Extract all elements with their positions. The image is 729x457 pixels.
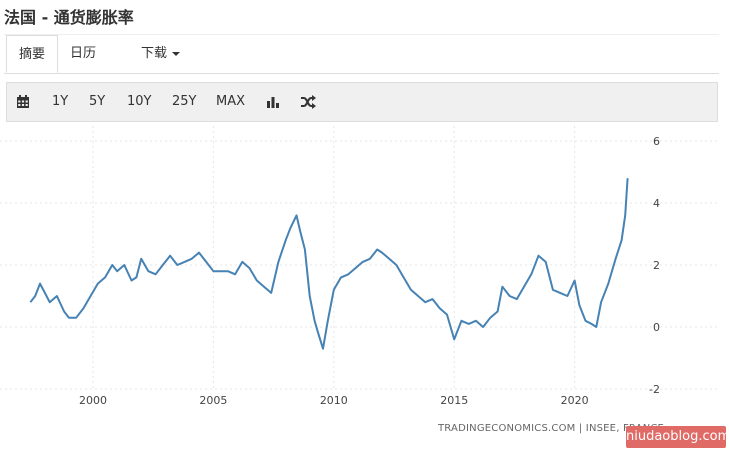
tab-bar: 摘要 日历 下载	[4, 34, 719, 74]
tab-summary[interactable]: 摘要	[6, 35, 59, 73]
calendar-icon	[16, 94, 30, 109]
tab-download[interactable]: 下载	[141, 35, 181, 73]
tab-calendar-label: 日历	[70, 46, 97, 61]
y-tick-label: 2	[653, 259, 660, 272]
source-attribution: TRADINGECONOMICS.COM | INSEE, FRANCE	[438, 423, 665, 434]
x-tick-label: 2005	[199, 394, 227, 407]
watermark: niudaoblog.com	[626, 426, 729, 448]
shuffle-button[interactable]	[300, 83, 316, 121]
bar-chart-icon	[266, 94, 280, 109]
calendar-button[interactable]	[16, 83, 30, 121]
tab-summary-label: 摘要	[19, 47, 46, 62]
range-25y-button[interactable]: 25Y	[172, 94, 197, 109]
x-tick-label: 2000	[79, 394, 107, 407]
range-10y-button[interactable]: 10Y	[127, 94, 152, 109]
x-tick-label: 2020	[561, 394, 589, 407]
tab-download-label: 下载	[141, 46, 168, 61]
inflation-chart: -2 0 2 4 6 2000 2005 2010 2015 2020	[0, 126, 729, 453]
x-tick-label: 2010	[320, 394, 348, 407]
series-line	[29, 178, 629, 350]
x-tick-label: 2015	[440, 394, 468, 407]
range-max-button[interactable]: MAX	[216, 94, 246, 109]
page-title: 法国 - 通货膨胀率	[4, 8, 134, 27]
chart-toolbar: 1Y 5Y 10Y 25Y MAX	[6, 82, 718, 122]
y-tick-label: -2	[649, 383, 660, 396]
y-tick-label: 0	[653, 321, 660, 334]
shuffle-icon	[300, 94, 316, 109]
tab-calendar[interactable]: 日历	[70, 35, 96, 73]
y-tick-label: 6	[653, 135, 660, 148]
range-1y-button[interactable]: 1Y	[52, 94, 69, 109]
chart-svg: -2 0 2 4 6 2000 2005 2010 2015 2020	[0, 126, 718, 407]
y-tick-label: 4	[653, 197, 660, 210]
range-5y-button[interactable]: 5Y	[89, 94, 106, 109]
bar-chart-button[interactable]	[266, 83, 280, 121]
chevron-down-icon	[172, 51, 181, 56]
